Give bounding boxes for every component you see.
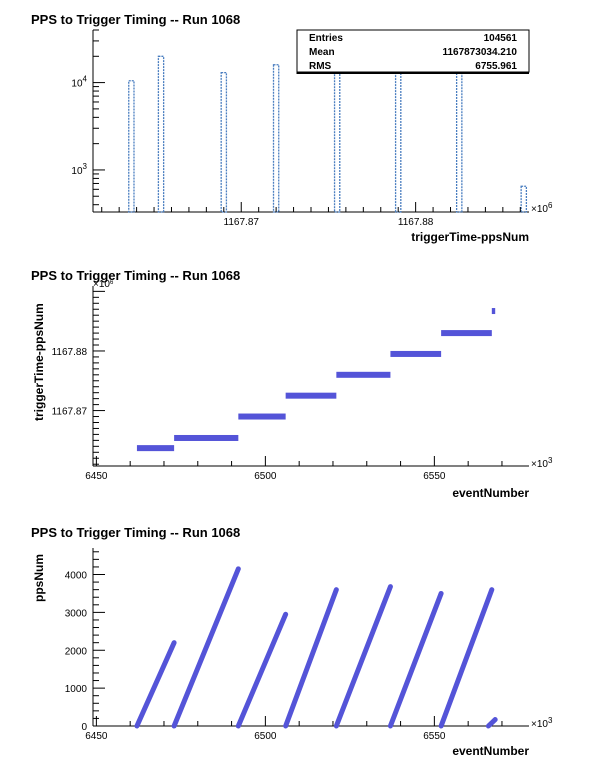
- stats-mean-value: 1167873034.210: [442, 47, 517, 58]
- chart-title: PPS to Trigger Timing -- Run 1068: [31, 525, 240, 540]
- scatter-cluster: [174, 434, 239, 441]
- histogram-bins: [128, 55, 528, 213]
- trigger-time-scatter-svg: PPS to Trigger Timing -- Run 1068 1167.8…: [31, 268, 553, 500]
- scatter-ramp: [438, 587, 495, 729]
- scatter-ramp: [333, 584, 393, 729]
- y-tick-label: 1167.87: [52, 407, 88, 418]
- x-tick-label: 6500: [254, 731, 277, 742]
- x-tick-label: 6500: [254, 471, 277, 482]
- histogram-bin: [455, 67, 463, 213]
- x-exponent-label: ×103: [531, 716, 553, 730]
- trigger-time-scatter-pad: PPS to Trigger Timing -- Run 1068 1167.8…: [0, 257, 596, 514]
- y-tick-label: 0: [81, 722, 87, 733]
- chart-title: PPS to Trigger Timing -- Run 1068: [31, 12, 240, 27]
- histogram-bin: [333, 66, 341, 213]
- scatter-ramp: [387, 590, 444, 729]
- x-axis-label: triggerTime-ppsNum: [411, 230, 529, 244]
- scatter-ramp: [235, 611, 289, 729]
- stats-box: Entries 104561 Mean 1167873034.210 RMS 6…: [296, 29, 530, 74]
- x-exponent-label: ×103: [531, 456, 553, 470]
- y-tick-label: 2000: [65, 646, 88, 657]
- scatter-cluster: [136, 445, 175, 452]
- y-axis-label: triggerTime-ppsNum: [32, 303, 46, 421]
- histogram-pad: PPS to Trigger Timing -- Run 1068 103 104…: [0, 0, 596, 257]
- x-tick-label: 6450: [85, 731, 108, 742]
- scatter-cluster: [238, 413, 286, 420]
- scatter-cluster: [336, 371, 391, 378]
- histogram-bin: [157, 55, 165, 213]
- pps-num-scatter-pad: PPS to Trigger Timing -- Run 1068 0 1000 2…: [0, 514, 596, 771]
- x-tick-label: 6550: [423, 471, 446, 482]
- x-axis-ticks: 1167.87 1167.88: [101, 202, 521, 228]
- y-axis-ticks: 103 104: [71, 29, 105, 206]
- y-tick-label: 1000: [65, 684, 88, 695]
- stats-entries-label: Entries: [309, 33, 343, 44]
- y-tick-label: 3000: [65, 608, 88, 619]
- histogram-bin: [272, 64, 280, 213]
- plot-frame: [92, 286, 529, 467]
- y-tick-label: 104: [71, 75, 87, 90]
- histogram-bin: [394, 68, 402, 213]
- scatter-ramp: [283, 587, 339, 729]
- x-tick-label: 6550: [423, 731, 446, 742]
- x-axis-label: eventNumber: [452, 486, 529, 500]
- scatter-cluster: [285, 392, 337, 399]
- histogram-bin: [520, 185, 528, 213]
- pps-num-scatter-svg: PPS to Trigger Timing -- Run 1068 0 1000 2…: [31, 525, 553, 758]
- scatter-ramp: [171, 566, 241, 729]
- y-tick-label: 1167.88: [52, 347, 88, 358]
- x-axis-label: eventNumber: [452, 744, 529, 758]
- y-axis-ticks: 1167.87 1167.88: [52, 290, 105, 465]
- x-exponent-label: ×106: [531, 201, 553, 215]
- x-tick-label: 1167.87: [224, 217, 260, 228]
- chart-title: PPS to Trigger Timing -- Run 1068: [31, 268, 240, 283]
- scatter-ramp: [134, 640, 177, 729]
- stats-rms-value: 6755.961: [475, 61, 517, 72]
- histogram-bin: [220, 71, 228, 213]
- x-axis-ticks: 6450 6500 6550: [85, 456, 503, 482]
- x-axis-ticks: 6450 6500 6550: [85, 716, 503, 742]
- stats-entries-value: 104561: [484, 33, 518, 44]
- scatter-cluster: [390, 350, 442, 357]
- y-axis-label: ppsNum: [32, 554, 46, 602]
- y-tick-label: 103: [71, 162, 87, 177]
- scatter-points: [136, 308, 496, 452]
- stats-mean-label: Mean: [309, 47, 335, 58]
- x-tick-label: 1167.88: [398, 217, 434, 228]
- histogram-bin: [128, 80, 135, 213]
- histogram-svg: PPS to Trigger Timing -- Run 1068 103 104…: [31, 12, 553, 244]
- y-axis-ticks: 0 1000 2000 3000 4000: [65, 551, 105, 733]
- y-exponent-label: ×106: [93, 279, 114, 290]
- scatter-points: [134, 566, 498, 729]
- plot-frame: [92, 548, 529, 727]
- y-tick-label: 4000: [65, 571, 88, 582]
- scatter-ramp: [485, 717, 498, 729]
- scatter-cluster: [491, 308, 496, 315]
- scatter-cluster: [441, 330, 492, 337]
- stats-rms-label: RMS: [309, 61, 332, 72]
- x-tick-label: 6450: [85, 471, 108, 482]
